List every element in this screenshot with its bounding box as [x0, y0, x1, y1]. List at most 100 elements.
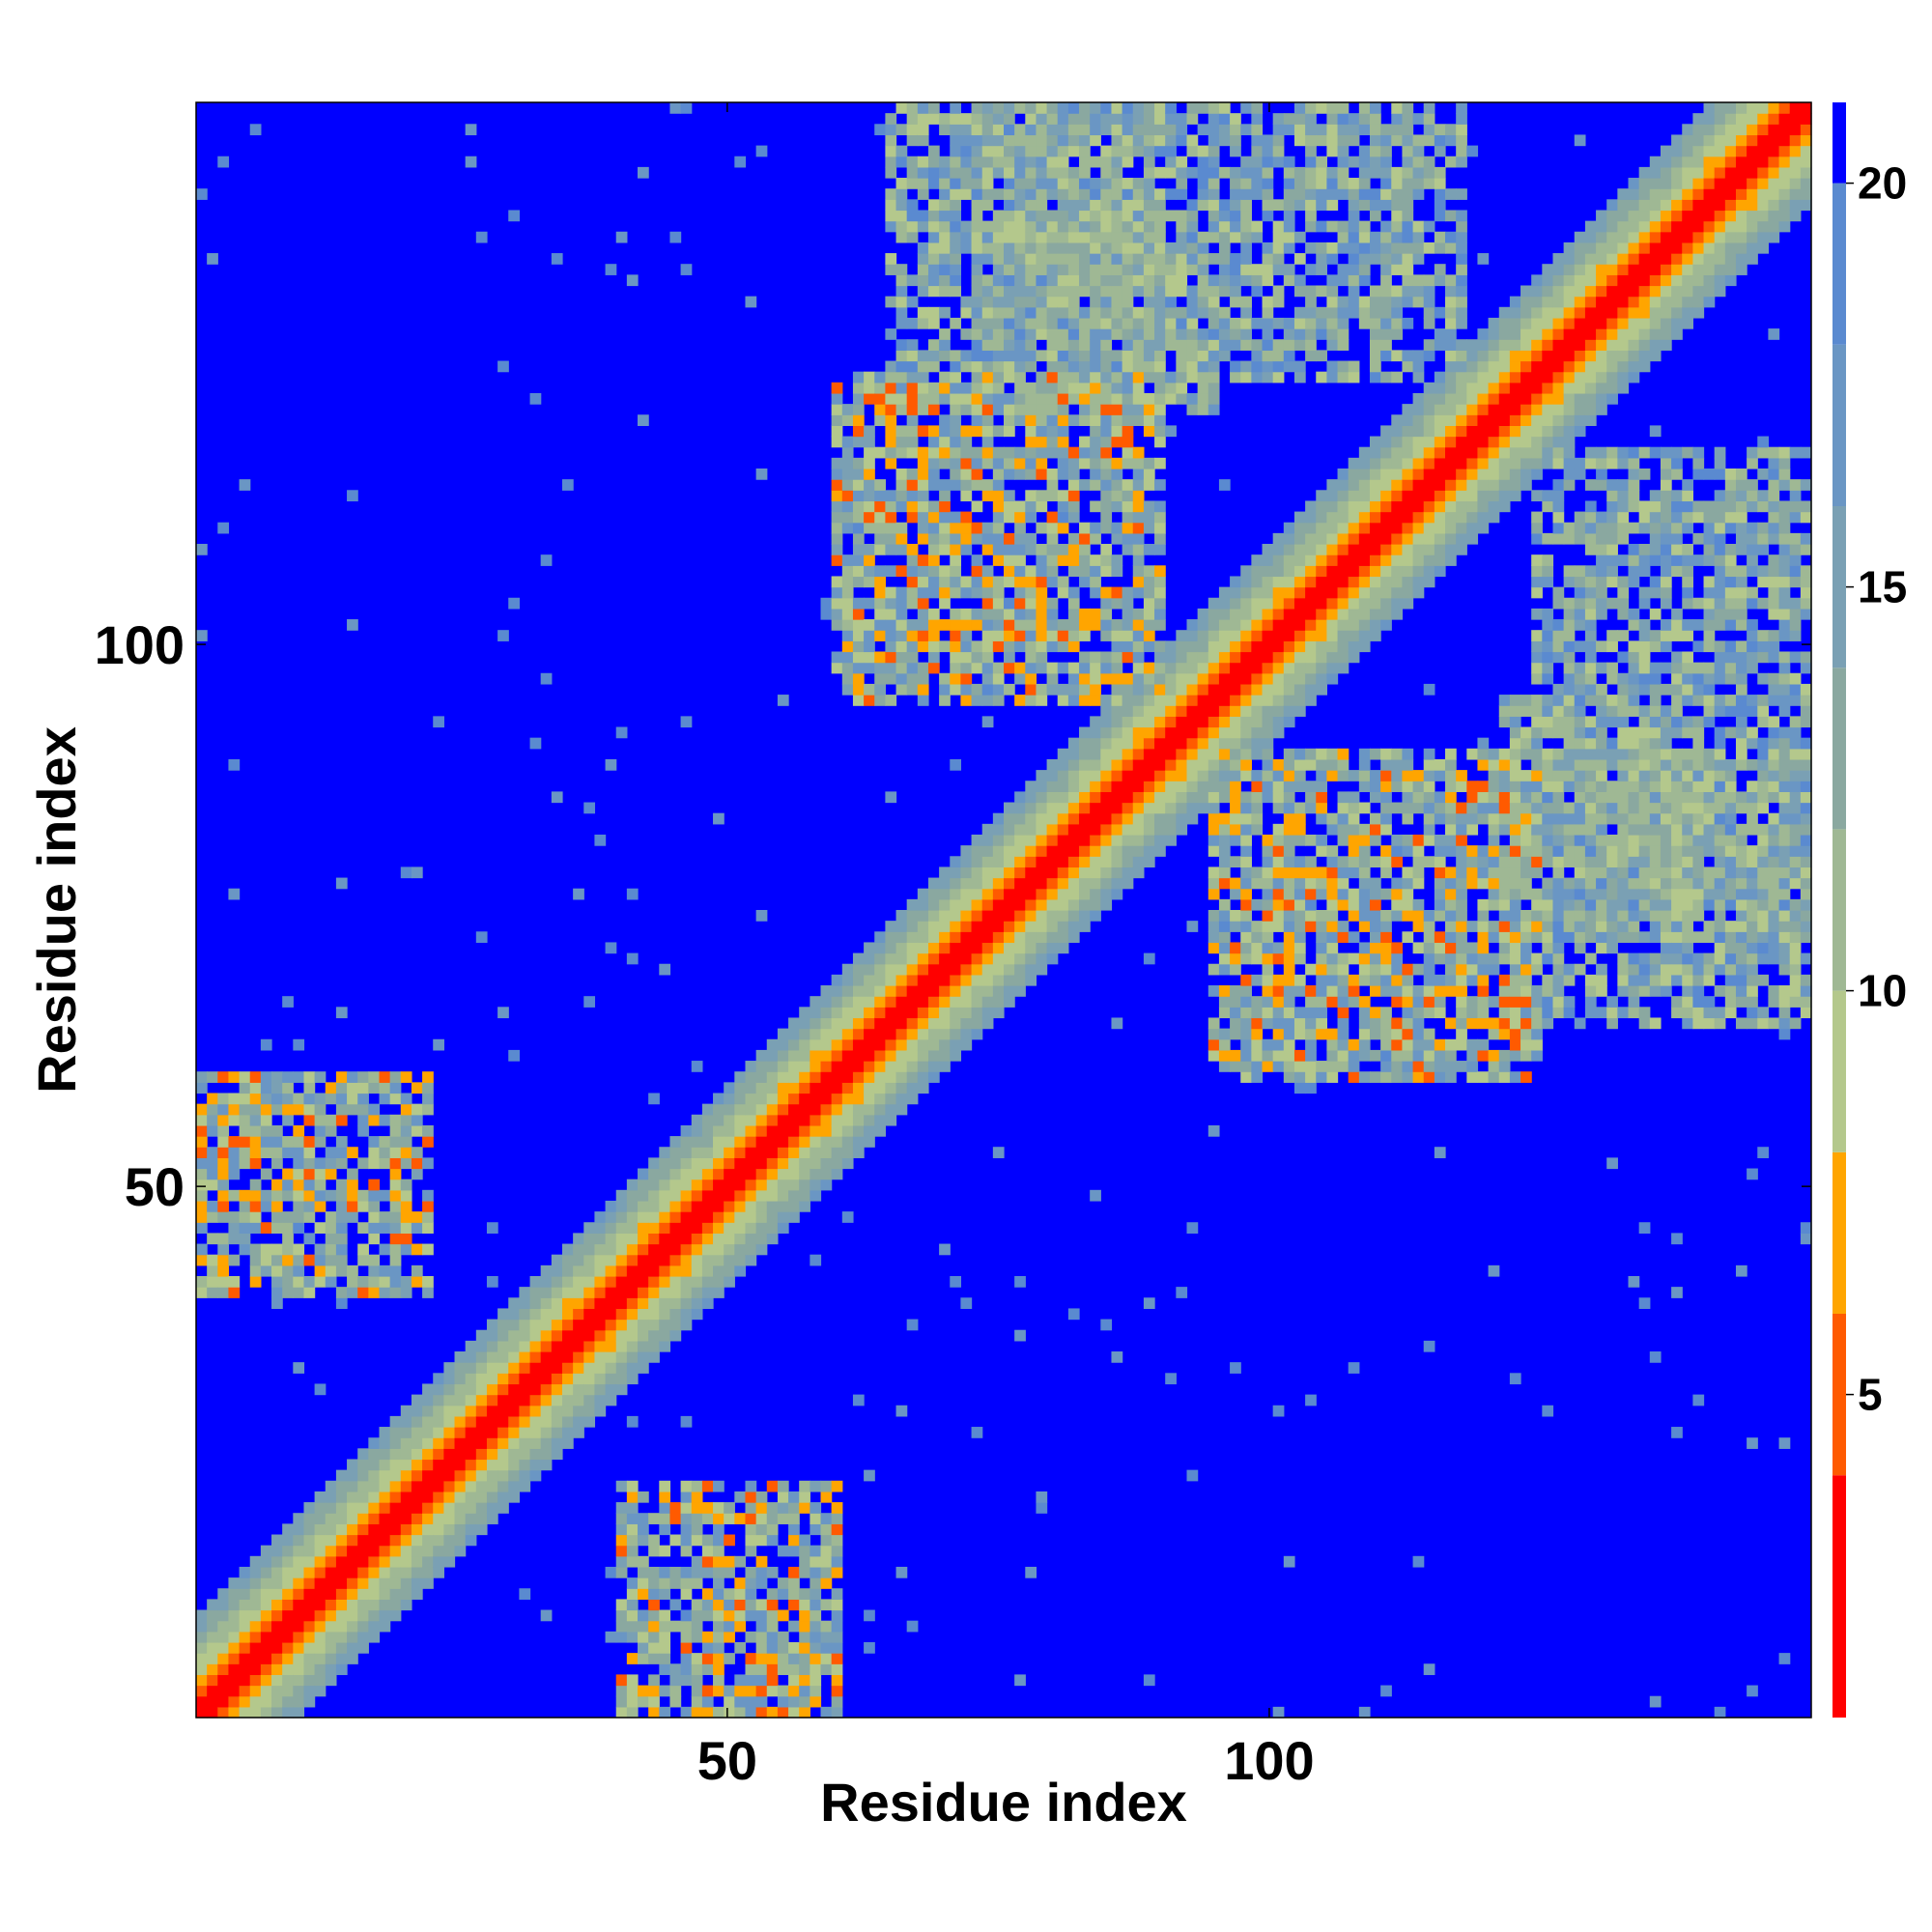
- heatmap-cell: [1293, 554, 1306, 566]
- heatmap-cell: [1046, 264, 1059, 275]
- heatmap-cell: [1143, 113, 1155, 125]
- heatmap-cell: [895, 1082, 908, 1094]
- heatmap-cell: [659, 1329, 671, 1342]
- heatmap-cell: [1358, 274, 1371, 287]
- heatmap-cell: [347, 1534, 358, 1547]
- heatmap-cell: [950, 166, 962, 179]
- heatmap-cell: [1057, 544, 1069, 555]
- heatmap-cell: [981, 274, 994, 287]
- heatmap-cell: [1240, 931, 1252, 944]
- heatmap-cell: [917, 695, 929, 706]
- heatmap-cell: [874, 1049, 886, 1062]
- heatmap-cell: [1176, 178, 1188, 189]
- heatmap-cell: [217, 1211, 230, 1223]
- heatmap-cell: [325, 1513, 337, 1524]
- heatmap-cell: [885, 188, 897, 200]
- heatmap-cell: [745, 1577, 757, 1589]
- heatmap-cell: [465, 1513, 477, 1524]
- heatmap-cell: [239, 1577, 251, 1589]
- heatmap-cell: [1067, 264, 1080, 275]
- heatmap-cell: [638, 1200, 649, 1212]
- heatmap-cell: [1100, 124, 1113, 136]
- heatmap-cell: [282, 1566, 294, 1578]
- heatmap-cell: [1143, 737, 1155, 750]
- heatmap-cell: [971, 404, 983, 415]
- heatmap-cell: [422, 1082, 434, 1094]
- heatmap-cell: [1358, 554, 1371, 566]
- heatmap-cell: [1272, 1017, 1285, 1030]
- heatmap-cell: [1326, 597, 1339, 610]
- heatmap-cell: [1132, 306, 1145, 319]
- heatmap-cell: [1230, 1017, 1241, 1030]
- heatmap-cell: [734, 1189, 747, 1202]
- heatmap-cell: [755, 1663, 768, 1676]
- heatmap-cell: [927, 1007, 940, 1019]
- heatmap-cell: [1100, 737, 1113, 750]
- heatmap-cell: [939, 436, 951, 448]
- heatmap-cell: [927, 339, 940, 351]
- heatmap-cell: [357, 1555, 369, 1568]
- heatmap-cell: [615, 1287, 628, 1298]
- heatmap-cell: [529, 1405, 542, 1417]
- heatmap-cell: [1337, 770, 1350, 781]
- heatmap-cell: [766, 1222, 779, 1234]
- heatmap-cell: [1143, 479, 1155, 491]
- heatmap-cell: [217, 1179, 230, 1191]
- heatmap-cell: [561, 1415, 574, 1428]
- heatmap-cell: [971, 468, 983, 480]
- heatmap-cell: [691, 1609, 703, 1622]
- heatmap-cell: [207, 1275, 218, 1288]
- heatmap-cell: [1283, 576, 1295, 588]
- heatmap-cell: [1090, 124, 1101, 136]
- heatmap-cell: [271, 1620, 283, 1633]
- heatmap-cell: [626, 1685, 639, 1697]
- heatmap-cell: [906, 124, 919, 136]
- heatmap-cell: [1025, 382, 1037, 394]
- heatmap-cell: [831, 608, 843, 620]
- heatmap-cell: [1186, 651, 1199, 664]
- heatmap-cell: [864, 597, 875, 610]
- heatmap-cell: [1122, 360, 1134, 373]
- heatmap-cell: [1283, 554, 1295, 566]
- heatmap-cell: [561, 1297, 574, 1310]
- heatmap-cell: [906, 102, 919, 114]
- heatmap-cell: [379, 1211, 391, 1223]
- heatmap-cell: [335, 1555, 348, 1568]
- heatmap-cell: [960, 867, 973, 879]
- heatmap-cell: [271, 1674, 283, 1687]
- heatmap-cell: [1165, 823, 1177, 836]
- heatmap-cell: [551, 1254, 563, 1266]
- heatmap-cell: [701, 1599, 714, 1611]
- heatmap-cell: [724, 1124, 735, 1137]
- heatmap-cell: [368, 1491, 381, 1503]
- heatmap-cell: [433, 1555, 444, 1568]
- heatmap-cell: [519, 1319, 531, 1331]
- heatmap-cell: [992, 404, 1005, 415]
- heatmap-cell: [1014, 339, 1026, 351]
- heatmap-cell: [1100, 382, 1113, 394]
- heatmap-cell: [1165, 317, 1177, 329]
- heatmap-cell: [724, 1168, 735, 1180]
- heatmap-cell: [981, 156, 994, 168]
- heatmap-cell: [939, 231, 951, 243]
- heatmap-cell: [1132, 532, 1145, 545]
- heatmap-cell: [433, 1427, 444, 1438]
- heatmap-cell: [325, 1157, 337, 1170]
- heatmap-cell: [411, 1124, 423, 1137]
- heatmap-cell: [1316, 985, 1327, 997]
- heatmap-cell: [1143, 264, 1155, 275]
- heatmap-cell: [217, 1685, 230, 1697]
- heatmap-cell: [1025, 490, 1037, 502]
- heatmap-cell: [1176, 781, 1188, 792]
- heatmap-cell: [841, 1038, 854, 1051]
- heatmap-cell: [411, 1427, 423, 1438]
- heatmap-cell: [939, 490, 951, 502]
- heatmap-cell: [1036, 695, 1048, 706]
- heatmap-cell: [561, 1373, 574, 1385]
- heatmap-cell: [713, 1620, 724, 1633]
- heatmap-cell: [981, 392, 994, 405]
- heatmap-cell: [271, 1641, 283, 1654]
- heatmap-cell: [1122, 770, 1134, 781]
- heatmap-cell: [293, 1093, 305, 1105]
- heatmap-cell: [1283, 781, 1295, 792]
